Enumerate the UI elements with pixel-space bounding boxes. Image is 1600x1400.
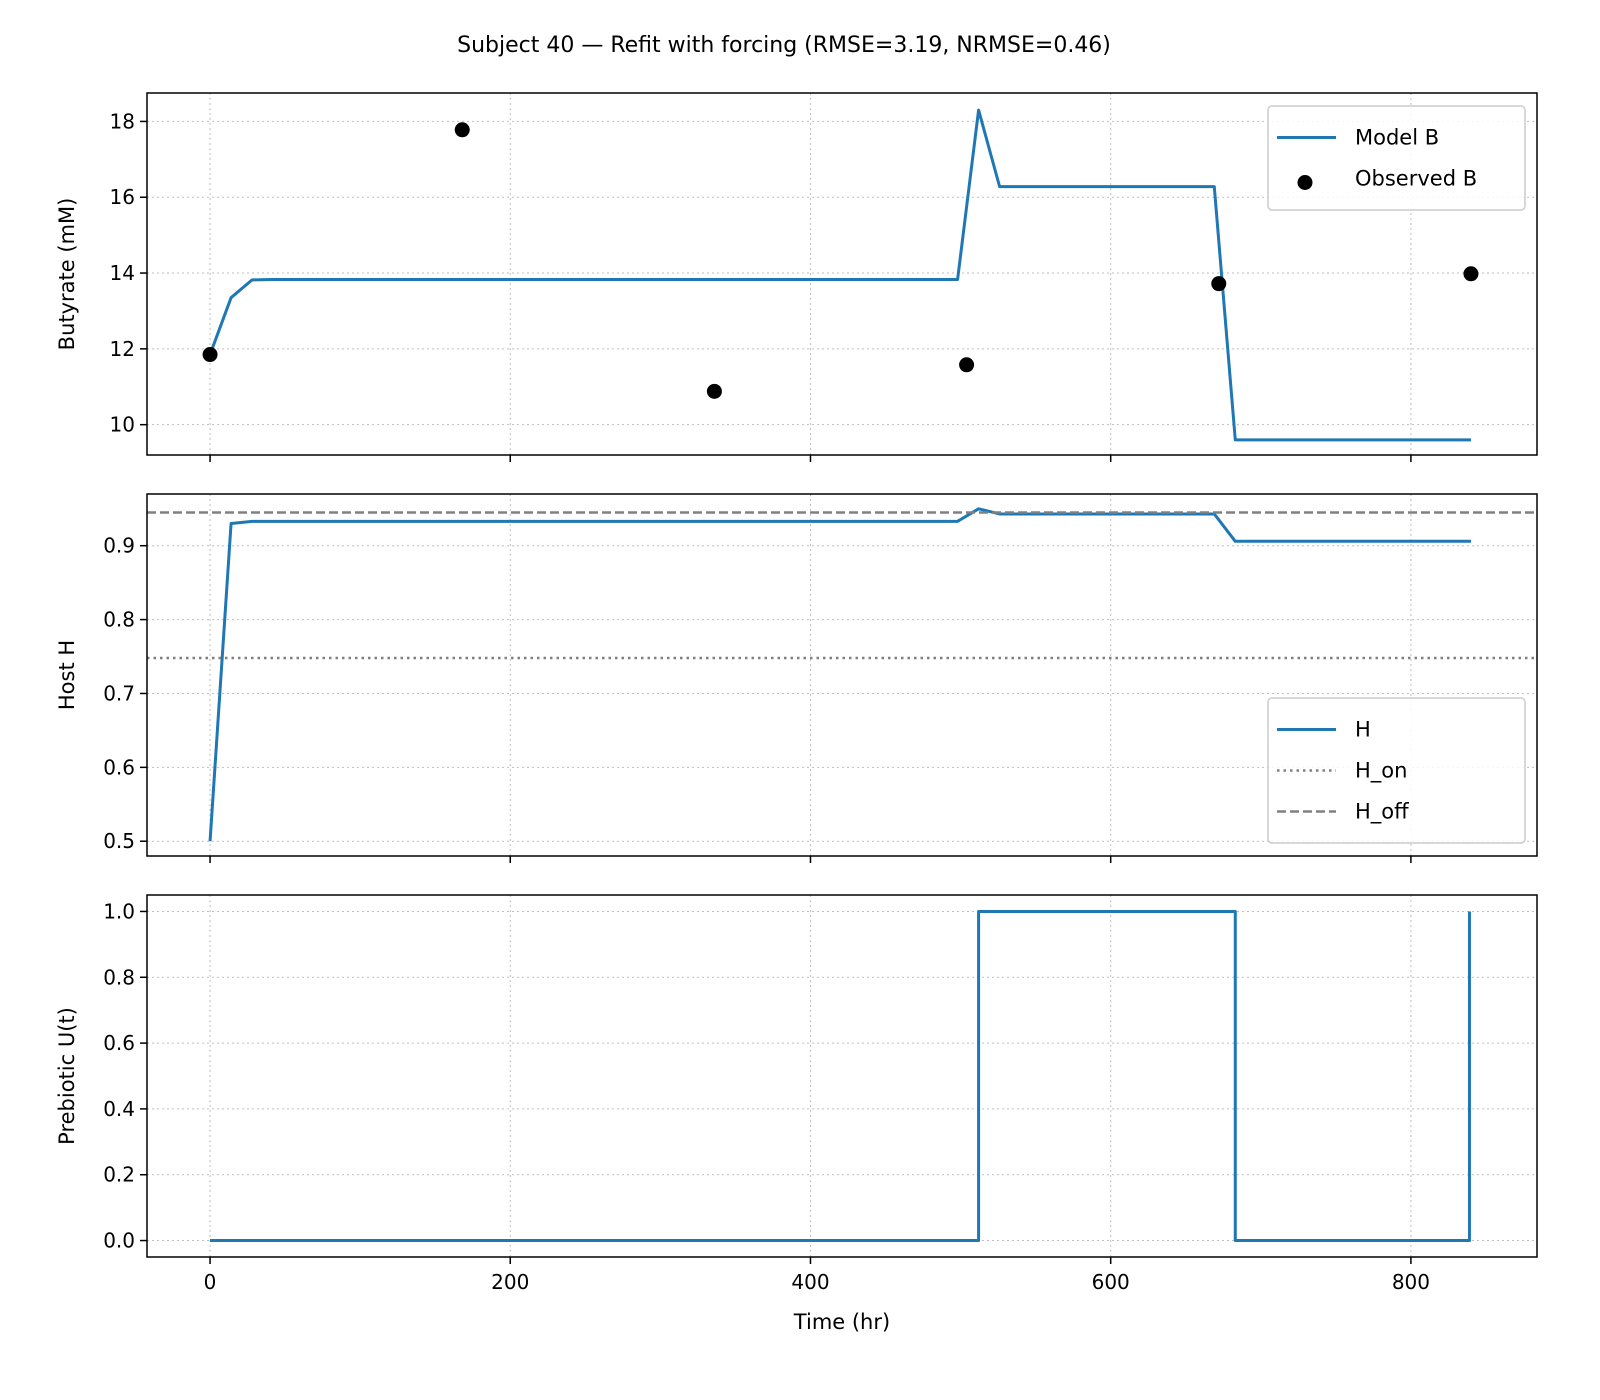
panel-butyrate: 10 12 14 16 18 Butyrate (mM) Model B Observed B	[55, 92, 1538, 462]
y-tick-label: 0.4	[103, 1097, 135, 1121]
x-tick-label: 200	[491, 1270, 529, 1294]
axes-frame	[146, 92, 1538, 456]
data-point-observed-b	[959, 357, 975, 373]
legend-box	[1267, 697, 1526, 844]
axes-frame	[146, 894, 1538, 1258]
panel-prebiotic: 0 200 400 600 800 0.0 0.2 0.4 0.6 0.8 1.0 Prebiotic…	[55, 894, 1538, 1334]
y-tick-label: 18	[110, 109, 135, 133]
plot-area-butyrate	[202, 108, 1479, 442]
axes-frame	[146, 493, 1538, 857]
data-point-observed-b	[202, 347, 218, 363]
plot-area-prebiotic	[210, 909, 1471, 1243]
y-tick-label: 0.2	[103, 1163, 135, 1187]
data-point-observed-b	[1463, 266, 1479, 282]
y-tick-label: 0.7	[103, 681, 135, 705]
y-tick-label: 0.6	[103, 1031, 135, 1055]
y-axis-label: Prebiotic U(t)	[55, 1007, 79, 1145]
series-line-prebiotic	[210, 909, 1471, 1243]
plot-area-host	[147, 507, 1537, 842]
y-axis-label: Butyrate (mM)	[55, 198, 79, 351]
panel-host: 0.5 0.6 0.7 0.8 0.9 Host H H H_on H_off	[55, 493, 1538, 863]
x-tick-label: 400	[791, 1270, 829, 1294]
legend: H H_on H_off	[1267, 697, 1526, 844]
x-tick-label: 0	[204, 1270, 217, 1294]
series-line-h	[208, 507, 1471, 842]
y-tick-label: 0.8	[103, 965, 135, 989]
x-tick-label: 800	[1392, 1270, 1430, 1294]
y-tick-label: 0.9	[103, 534, 135, 558]
x-axis-label: Time (hr)	[793, 1310, 890, 1334]
series-line-model-b	[208, 108, 1471, 442]
legend: Model B Observed B	[1267, 105, 1526, 211]
data-point-observed-b	[706, 383, 722, 399]
y-axis-label: Host H	[55, 640, 79, 710]
y-tick-label: 0.5	[103, 829, 135, 853]
y-tick-label: 0.8	[103, 608, 135, 632]
y-tick-label: 12	[110, 337, 135, 361]
y-tick-label: 16	[110, 185, 135, 209]
legend-label-observed-b: Observed B	[1355, 167, 1477, 191]
legend-label-h-off: H_off	[1355, 800, 1409, 825]
data-point-observed-b	[1211, 276, 1227, 292]
y-tick-label: 0.0	[103, 1229, 135, 1253]
legend-label-model-b: Model B	[1355, 126, 1439, 150]
data-point-observed-b	[454, 122, 470, 138]
y-tick-label: 1.0	[103, 899, 135, 923]
panels: 10 12 14 16 18 Butyrate (mM) Model B Observed B…	[55, 92, 1538, 1334]
y-tick-label: 10	[110, 413, 135, 437]
y-tick-label: 0.6	[103, 755, 135, 779]
y-tick-label: 14	[110, 261, 135, 285]
legend-marker-observed-b	[1297, 175, 1313, 190]
legend-box	[1267, 105, 1526, 211]
legend-label-h: H	[1355, 718, 1371, 742]
figure-title: Subject 40 — Refit with forcing (RMSE=3.…	[457, 33, 1111, 58]
x-tick-label: 600	[1092, 1270, 1130, 1294]
legend-label-h-on: H_on	[1355, 759, 1407, 784]
